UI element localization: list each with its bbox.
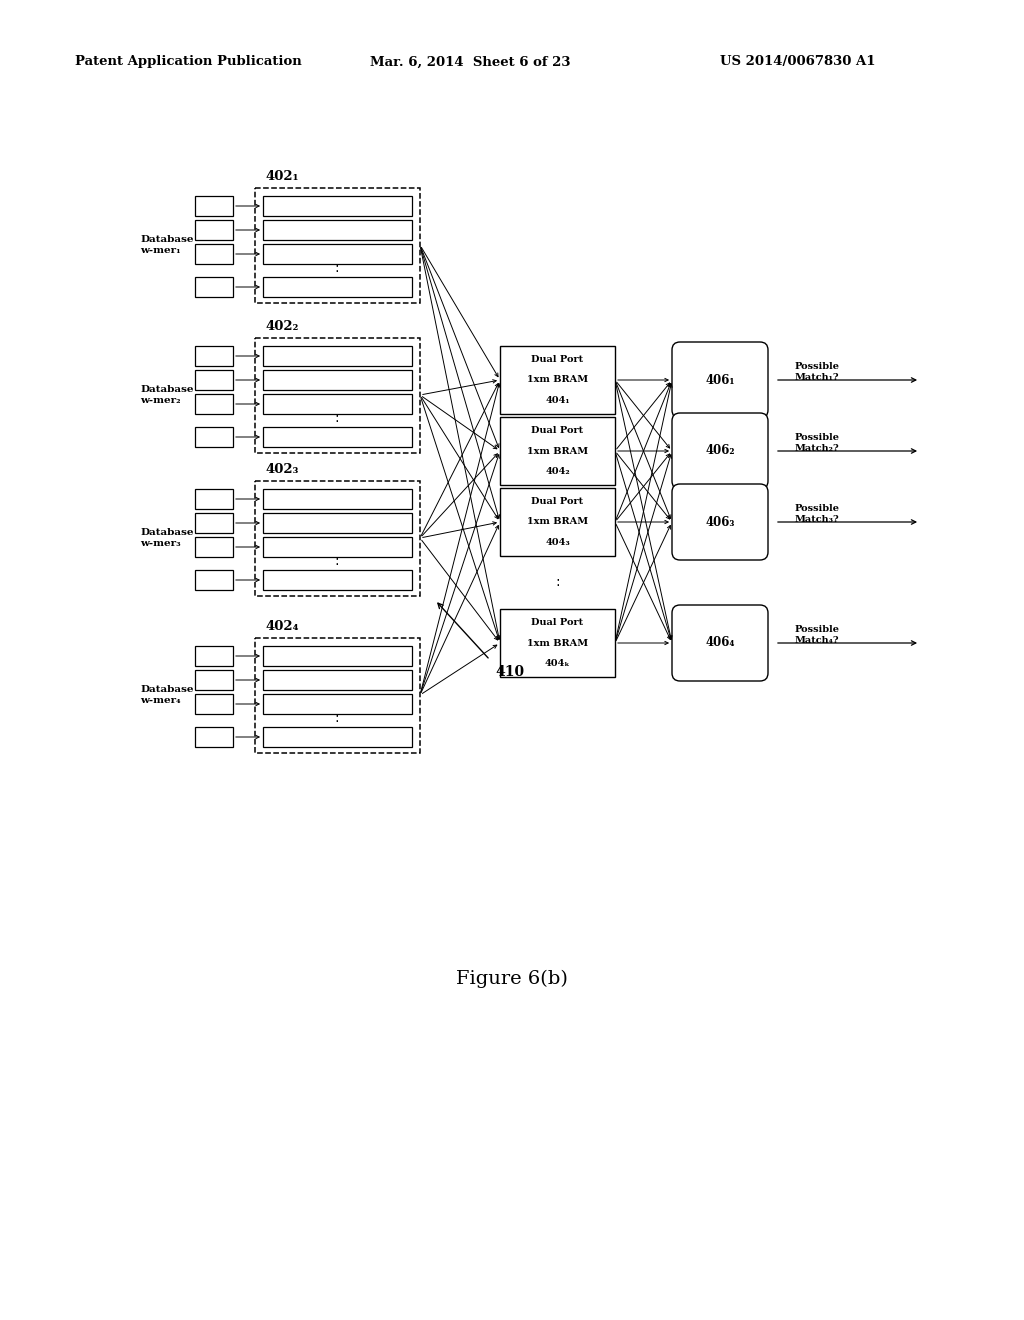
- Bar: [263, 488, 412, 510]
- Text: Possible
Match₄?: Possible Match₄?: [795, 626, 840, 644]
- Bar: [263, 426, 412, 447]
- Text: Possible
Match₂?: Possible Match₂?: [795, 433, 840, 453]
- Bar: [263, 671, 412, 690]
- Bar: [263, 220, 412, 240]
- FancyBboxPatch shape: [672, 605, 768, 681]
- Bar: [263, 570, 412, 590]
- Text: :: :: [335, 261, 339, 275]
- Text: 404₂: 404₂: [545, 467, 570, 477]
- Text: 1xm BRAM: 1xm BRAM: [527, 517, 588, 527]
- Bar: [195, 727, 233, 747]
- Bar: [255, 338, 420, 453]
- Bar: [263, 727, 412, 747]
- Text: 402₂: 402₂: [265, 319, 298, 333]
- Bar: [195, 645, 233, 667]
- Text: 1xm BRAM: 1xm BRAM: [527, 375, 588, 384]
- Text: Possible
Match₃?: Possible Match₃?: [795, 504, 840, 524]
- Text: Dual Port: Dual Port: [531, 355, 584, 364]
- Text: 1xm BRAM: 1xm BRAM: [527, 639, 588, 648]
- Bar: [195, 694, 233, 714]
- Text: Possible
Match₁?: Possible Match₁?: [795, 362, 840, 381]
- Bar: [195, 513, 233, 533]
- Text: :: :: [555, 576, 560, 590]
- Bar: [500, 488, 615, 556]
- Text: 404ₖ: 404ₖ: [545, 659, 570, 668]
- Text: Database
w-mer₃: Database w-mer₃: [140, 528, 194, 548]
- Bar: [263, 393, 412, 414]
- Text: Dual Port: Dual Port: [531, 426, 584, 434]
- FancyBboxPatch shape: [672, 413, 768, 488]
- Bar: [195, 426, 233, 447]
- Bar: [195, 671, 233, 690]
- Bar: [263, 694, 412, 714]
- Text: 406₁: 406₁: [706, 374, 735, 387]
- Text: 402₃: 402₃: [265, 463, 298, 477]
- Bar: [195, 488, 233, 510]
- Bar: [263, 513, 412, 533]
- Bar: [263, 277, 412, 297]
- FancyBboxPatch shape: [672, 484, 768, 560]
- Bar: [263, 346, 412, 366]
- Text: Database
w-mer₂: Database w-mer₂: [140, 385, 194, 405]
- Bar: [263, 244, 412, 264]
- Bar: [195, 393, 233, 414]
- Bar: [195, 370, 233, 389]
- Text: Figure 6(b): Figure 6(b): [456, 970, 568, 989]
- Text: 410: 410: [495, 665, 524, 678]
- Text: 1xm BRAM: 1xm BRAM: [527, 446, 588, 455]
- Bar: [263, 537, 412, 557]
- Text: Patent Application Publication: Patent Application Publication: [75, 55, 302, 69]
- Bar: [195, 346, 233, 366]
- Text: Database
w-mer₄: Database w-mer₄: [140, 685, 194, 705]
- Text: 406₃: 406₃: [706, 516, 735, 528]
- Bar: [195, 537, 233, 557]
- Bar: [500, 346, 615, 414]
- Bar: [195, 570, 233, 590]
- Text: 404₃: 404₃: [545, 539, 570, 546]
- Bar: [195, 244, 233, 264]
- Text: US 2014/0067830 A1: US 2014/0067830 A1: [720, 55, 876, 69]
- Text: 402₄: 402₄: [265, 620, 299, 634]
- FancyBboxPatch shape: [672, 342, 768, 418]
- Text: :: :: [335, 554, 339, 568]
- Text: 406₄: 406₄: [706, 636, 735, 649]
- Text: Database
w-mer₁: Database w-mer₁: [140, 235, 194, 255]
- Text: 402₁: 402₁: [265, 170, 299, 183]
- Text: Dual Port: Dual Port: [531, 496, 584, 506]
- Text: :: :: [335, 411, 339, 425]
- Bar: [500, 417, 615, 484]
- Text: Mar. 6, 2014  Sheet 6 of 23: Mar. 6, 2014 Sheet 6 of 23: [370, 55, 570, 69]
- Bar: [263, 195, 412, 216]
- Text: 404₁: 404₁: [545, 396, 569, 405]
- Bar: [263, 370, 412, 389]
- Bar: [255, 638, 420, 752]
- Bar: [255, 187, 420, 304]
- Bar: [195, 220, 233, 240]
- Bar: [195, 277, 233, 297]
- Bar: [195, 195, 233, 216]
- Text: Dual Port: Dual Port: [531, 618, 584, 627]
- Bar: [500, 609, 615, 677]
- Text: 406₂: 406₂: [706, 445, 735, 458]
- Bar: [263, 645, 412, 667]
- Bar: [255, 480, 420, 597]
- Text: :: :: [335, 711, 339, 725]
